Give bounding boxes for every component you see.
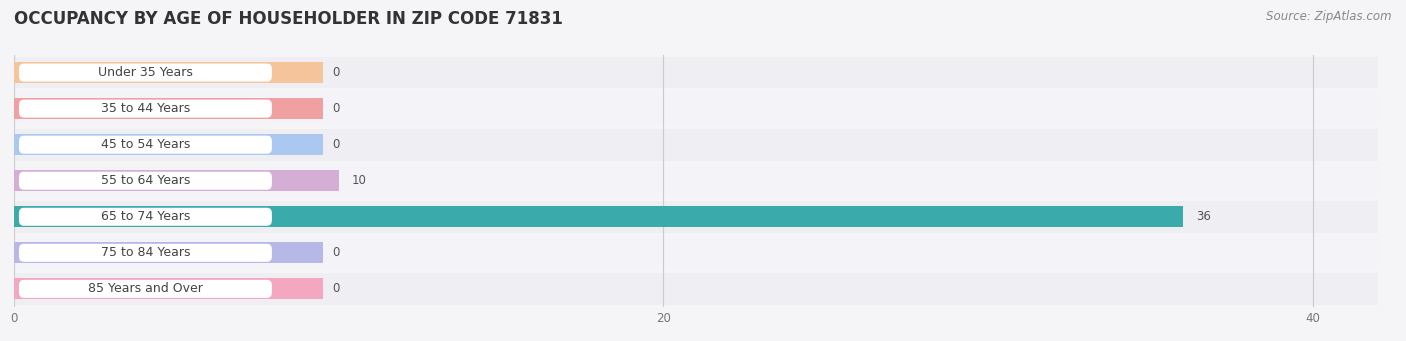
FancyBboxPatch shape xyxy=(18,244,271,262)
Text: 35 to 44 Years: 35 to 44 Years xyxy=(101,102,190,115)
Bar xyxy=(14,57,1378,88)
Text: OCCUPANCY BY AGE OF HOUSEHOLDER IN ZIP CODE 71831: OCCUPANCY BY AGE OF HOUSEHOLDER IN ZIP C… xyxy=(14,10,562,28)
Bar xyxy=(14,129,1378,161)
Text: 65 to 74 Years: 65 to 74 Years xyxy=(101,210,190,223)
Bar xyxy=(14,278,322,299)
Bar xyxy=(14,165,1378,197)
Text: 10: 10 xyxy=(352,174,367,187)
Text: 0: 0 xyxy=(332,66,340,79)
Text: Under 35 Years: Under 35 Years xyxy=(98,66,193,79)
Bar xyxy=(14,170,339,191)
FancyBboxPatch shape xyxy=(18,280,271,298)
FancyBboxPatch shape xyxy=(18,136,271,154)
Bar xyxy=(14,242,322,263)
Text: 55 to 64 Years: 55 to 64 Years xyxy=(101,174,190,187)
Bar xyxy=(14,273,1378,305)
Bar xyxy=(14,62,322,83)
Text: 0: 0 xyxy=(332,246,340,259)
Text: 36: 36 xyxy=(1197,210,1211,223)
Text: 0: 0 xyxy=(332,282,340,295)
Text: 0: 0 xyxy=(332,138,340,151)
Bar xyxy=(14,201,1378,233)
FancyBboxPatch shape xyxy=(18,172,271,190)
Bar xyxy=(14,98,322,119)
Bar xyxy=(14,134,322,155)
FancyBboxPatch shape xyxy=(18,208,271,226)
Bar xyxy=(14,206,1182,227)
Text: 85 Years and Over: 85 Years and Over xyxy=(89,282,202,295)
Text: 0: 0 xyxy=(332,102,340,115)
Text: 75 to 84 Years: 75 to 84 Years xyxy=(101,246,190,259)
Bar xyxy=(14,237,1378,269)
Text: Source: ZipAtlas.com: Source: ZipAtlas.com xyxy=(1267,10,1392,23)
Text: 45 to 54 Years: 45 to 54 Years xyxy=(101,138,190,151)
FancyBboxPatch shape xyxy=(18,63,271,81)
Bar xyxy=(14,93,1378,124)
FancyBboxPatch shape xyxy=(18,100,271,118)
